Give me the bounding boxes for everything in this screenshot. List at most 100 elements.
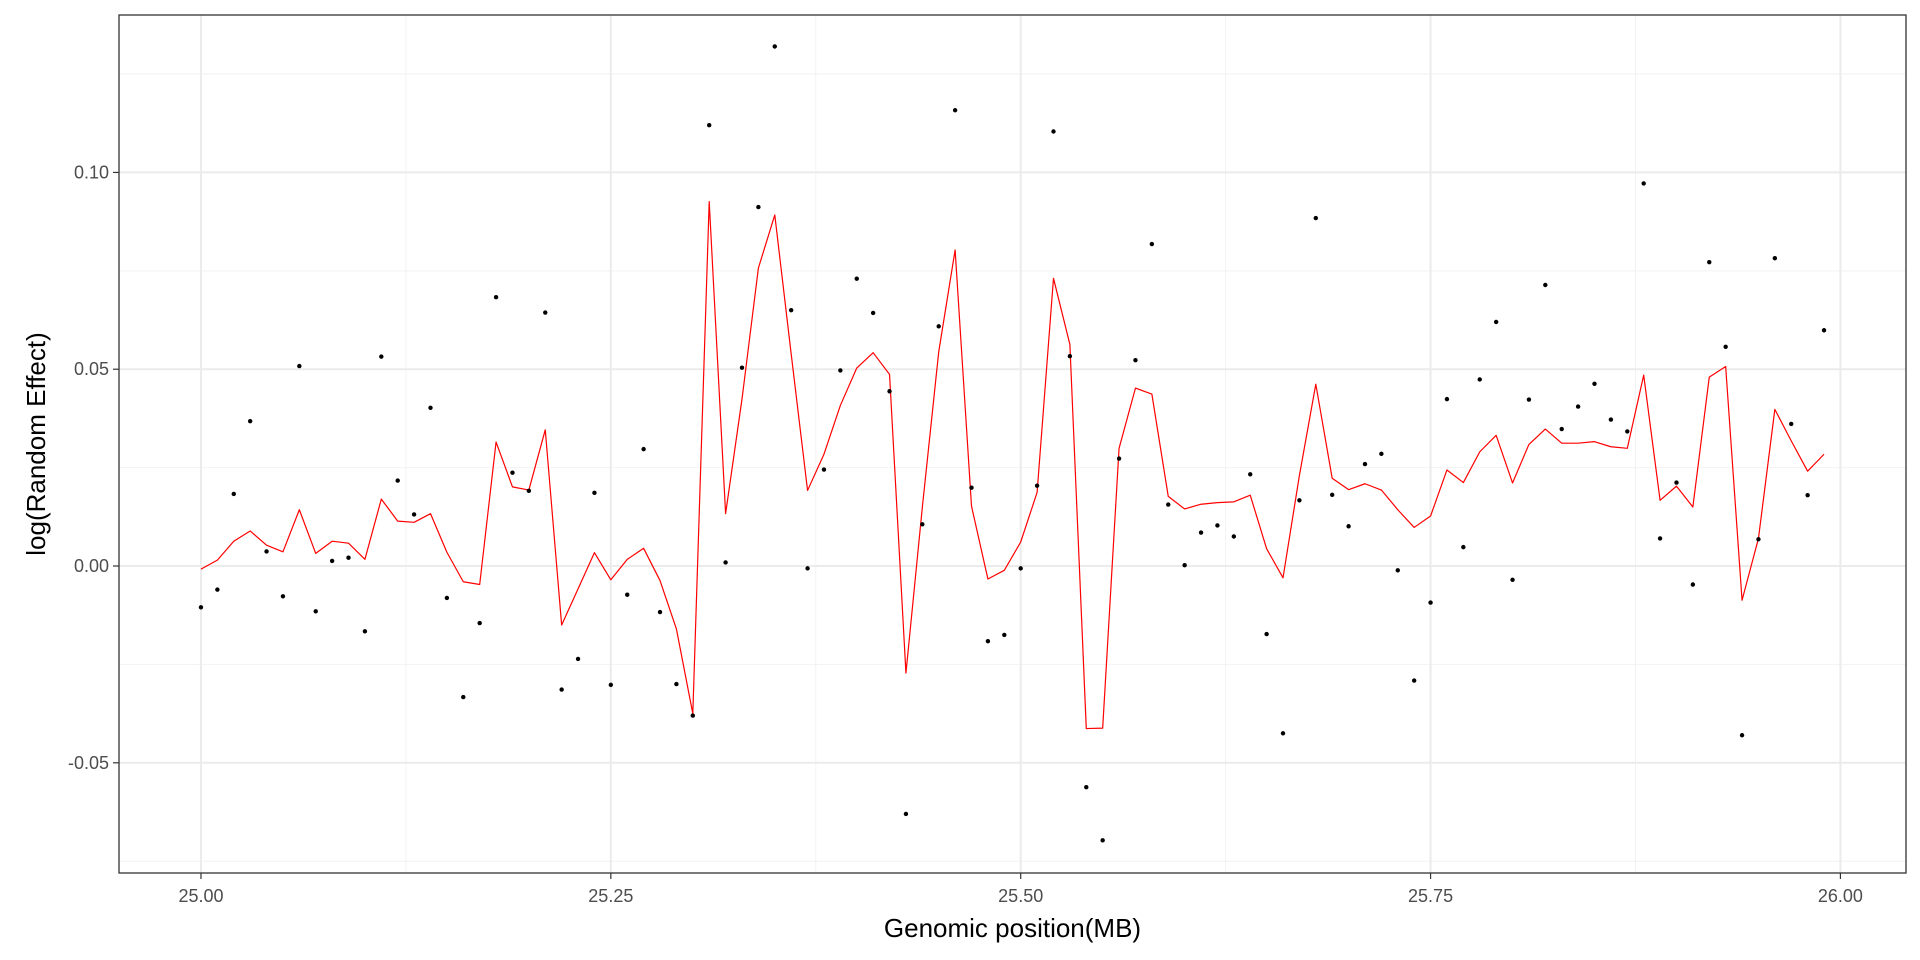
data-point — [1493, 319, 1499, 325]
data-point — [1756, 537, 1761, 542]
data-point — [936, 324, 941, 329]
data-point — [1002, 632, 1007, 638]
data-point — [1657, 536, 1663, 541]
y-tick-label: 0.05 — [74, 359, 109, 379]
data-point — [985, 638, 991, 644]
data-point — [1313, 215, 1319, 221]
data-point — [1739, 733, 1745, 738]
data-point — [510, 470, 515, 475]
data-point — [887, 389, 892, 394]
data-point — [723, 560, 728, 565]
data-point — [1198, 530, 1204, 535]
points-layer — [198, 44, 1827, 843]
x-tick-label: 25.00 — [178, 886, 223, 906]
x-tick-label: 26.00 — [1818, 886, 1863, 906]
data-point — [707, 123, 712, 128]
data-point — [395, 478, 400, 483]
data-point — [1592, 381, 1597, 386]
data-point — [870, 310, 876, 316]
data-point — [1641, 181, 1646, 186]
data-point — [1772, 256, 1778, 261]
data-point — [756, 204, 761, 210]
data-point — [461, 694, 466, 700]
data-point — [1264, 631, 1269, 637]
data-point — [1297, 498, 1302, 503]
data-point — [1100, 838, 1105, 843]
data-point — [592, 490, 597, 495]
data-point — [674, 681, 679, 687]
data-point — [772, 44, 777, 49]
axes: 25.00 25.25 25.50 25.75 26.00 -0.05 0.00 0.05 0.… — [68, 162, 1863, 906]
data-point — [788, 307, 794, 313]
data-point — [1444, 396, 1450, 402]
data-point — [313, 609, 318, 614]
data-point — [428, 405, 433, 410]
data-point — [1133, 357, 1138, 363]
data-point — [1559, 426, 1564, 432]
y-tick-label: 0.10 — [74, 162, 109, 182]
y-axis-title: log(Random Effect) — [21, 332, 51, 556]
data-point — [1116, 456, 1122, 461]
data-point — [1707, 259, 1712, 265]
data-point — [641, 446, 646, 452]
data-point — [198, 605, 204, 610]
data-point — [1166, 502, 1171, 507]
data-point — [526, 488, 532, 494]
data-point — [215, 587, 220, 592]
data-point — [1379, 451, 1384, 457]
data-point — [608, 682, 614, 688]
data-point — [280, 594, 286, 599]
data-point — [1526, 397, 1532, 402]
data-point — [690, 713, 696, 718]
data-point — [379, 354, 384, 359]
data-point — [247, 418, 253, 424]
data-point — [821, 467, 827, 472]
data-point — [1182, 563, 1187, 568]
data-point — [1067, 354, 1073, 359]
data-point — [1051, 129, 1056, 134]
y-tick-label: -0.05 — [68, 753, 109, 773]
data-point — [1690, 582, 1696, 587]
data-point — [1018, 566, 1023, 571]
data-point — [346, 555, 351, 560]
data-point — [543, 310, 548, 315]
data-point — [1034, 483, 1040, 488]
y-tick-label: 0.00 — [74, 556, 109, 576]
data-point — [1248, 472, 1253, 477]
data-point — [1625, 429, 1630, 434]
data-point — [1789, 421, 1794, 427]
data-point — [1821, 328, 1827, 333]
data-point — [1674, 480, 1679, 485]
x-tick-label: 25.25 — [588, 886, 633, 906]
data-point — [1461, 544, 1466, 550]
data-point — [854, 276, 859, 281]
data-point — [559, 687, 564, 692]
data-point — [739, 365, 745, 370]
x-tick-label: 25.50 — [998, 886, 1043, 906]
data-point — [1575, 404, 1581, 409]
data-point — [362, 629, 368, 634]
data-point — [1362, 461, 1368, 467]
data-point — [920, 522, 925, 527]
data-point — [838, 368, 843, 373]
data-point — [297, 363, 302, 369]
x-tick-label: 25.75 — [1408, 886, 1453, 906]
data-point — [805, 566, 810, 571]
data-point — [657, 609, 663, 615]
grid — [119, 15, 1906, 873]
data-point — [1543, 282, 1548, 288]
data-point — [1723, 344, 1728, 349]
data-point — [1215, 523, 1220, 528]
data-point — [1231, 534, 1237, 539]
data-point — [1395, 568, 1400, 573]
data-point — [329, 558, 335, 564]
data-point — [411, 512, 417, 517]
data-point — [1805, 492, 1810, 498]
data-point — [1510, 577, 1515, 582]
data-point — [969, 485, 974, 490]
data-point — [1280, 731, 1286, 736]
panel-border — [118, 14, 1907, 874]
data-point — [1428, 600, 1433, 605]
